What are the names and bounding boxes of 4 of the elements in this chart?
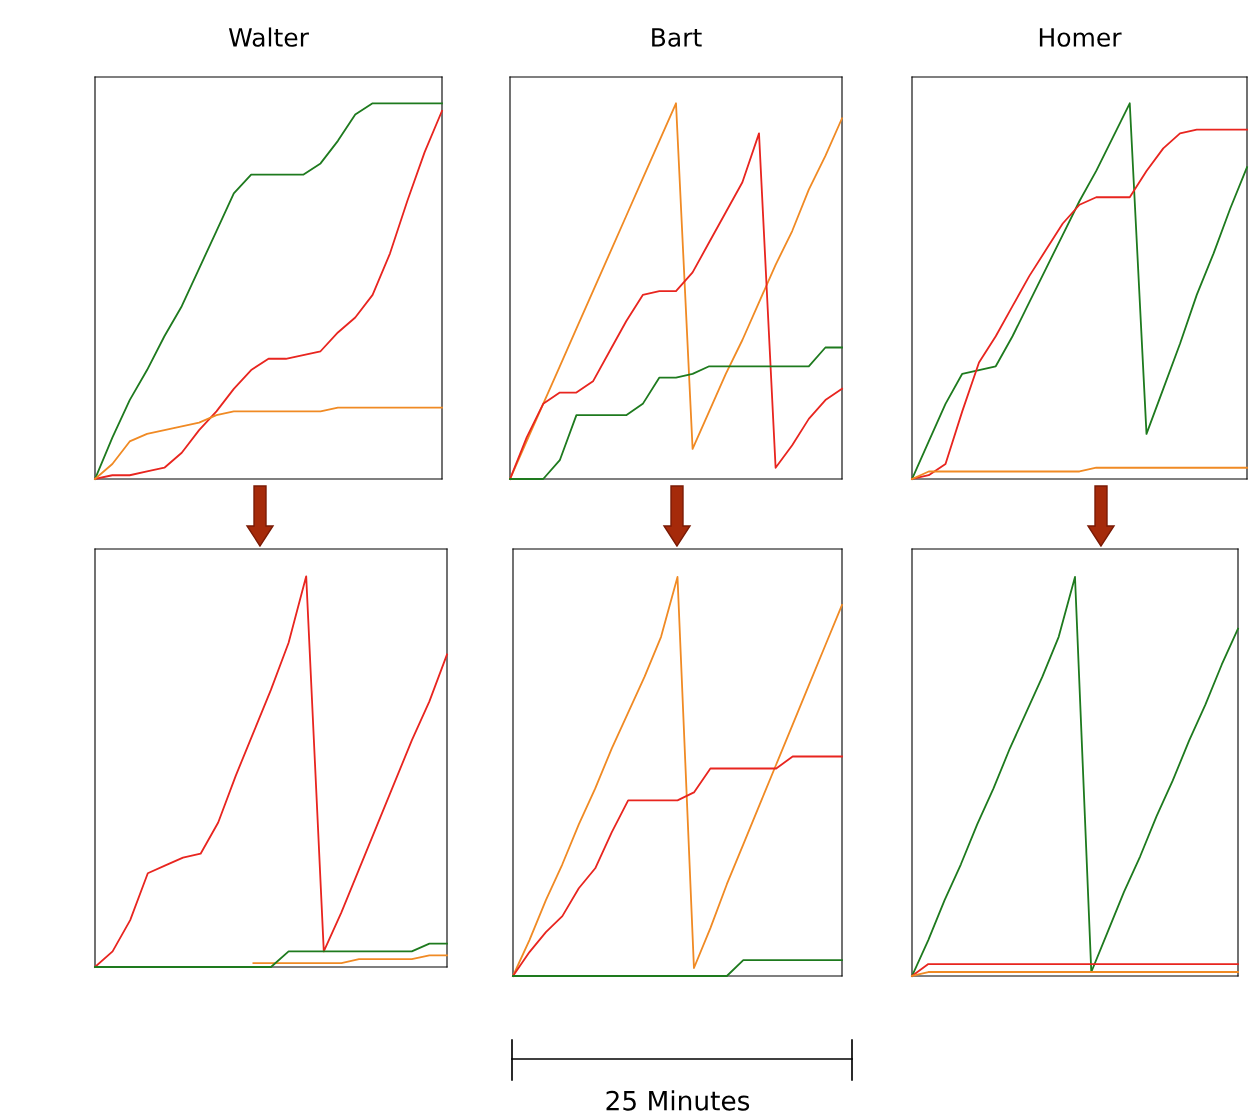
chart-title: Bart — [652, 28, 702, 47]
chart-title: Homer — [1039, 28, 1122, 47]
text: 25 Minutes — [606, 1090, 750, 1111]
chart-title: Walter — [228, 27, 309, 47]
